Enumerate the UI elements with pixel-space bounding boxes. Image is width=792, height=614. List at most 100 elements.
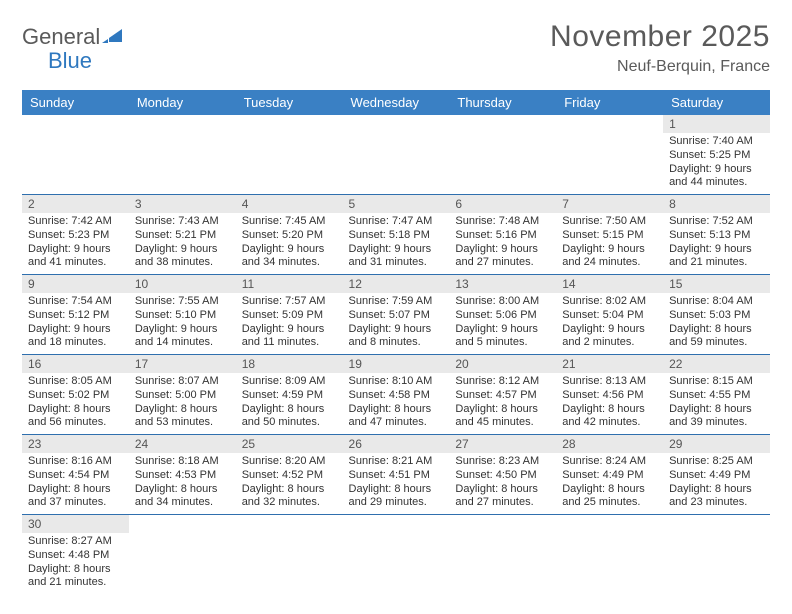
day-detail-line: Sunset: 4:48 PM bbox=[28, 549, 123, 563]
day-number: 14 bbox=[556, 275, 663, 293]
calendar-cell: 1Sunrise: 7:40 AMSunset: 5:25 PMDaylight… bbox=[663, 115, 770, 195]
day-number: 28 bbox=[556, 435, 663, 453]
day-detail-line: Daylight: 8 hours bbox=[562, 403, 657, 417]
day-detail-line: Sunset: 4:58 PM bbox=[349, 389, 444, 403]
day-detail-line: Sunrise: 8:10 AM bbox=[349, 375, 444, 389]
day-detail-line: and 23 minutes. bbox=[669, 496, 764, 510]
day-details: Sunrise: 7:50 AMSunset: 5:15 PMDaylight:… bbox=[556, 213, 663, 274]
day-detail-line: Sunset: 4:52 PM bbox=[242, 469, 337, 483]
calendar-cell: 22Sunrise: 8:15 AMSunset: 4:55 PMDayligh… bbox=[663, 355, 770, 435]
day-details: Sunrise: 8:25 AMSunset: 4:49 PMDaylight:… bbox=[663, 453, 770, 514]
day-detail-line: and 29 minutes. bbox=[349, 496, 444, 510]
day-detail-line: and 42 minutes. bbox=[562, 416, 657, 430]
day-details: Sunrise: 7:54 AMSunset: 5:12 PMDaylight:… bbox=[22, 293, 129, 354]
day-detail-line: Sunrise: 7:47 AM bbox=[349, 215, 444, 229]
day-detail-line: Sunset: 5:12 PM bbox=[28, 309, 123, 323]
day-detail-line: Sunset: 4:54 PM bbox=[28, 469, 123, 483]
calendar-cell bbox=[556, 515, 663, 595]
weekday-header: Saturday bbox=[663, 90, 770, 115]
day-number: 7 bbox=[556, 195, 663, 213]
day-detail-line: and 56 minutes. bbox=[28, 416, 123, 430]
calendar-cell: 3Sunrise: 7:43 AMSunset: 5:21 PMDaylight… bbox=[129, 195, 236, 275]
day-detail-line: Sunrise: 7:57 AM bbox=[242, 295, 337, 309]
day-detail-line: Sunset: 4:49 PM bbox=[562, 469, 657, 483]
day-detail-line: Sunset: 5:18 PM bbox=[349, 229, 444, 243]
day-detail-line: Sunrise: 8:13 AM bbox=[562, 375, 657, 389]
calendar-cell: 23Sunrise: 8:16 AMSunset: 4:54 PMDayligh… bbox=[22, 435, 129, 515]
calendar-week-row: 30Sunrise: 8:27 AMSunset: 4:48 PMDayligh… bbox=[22, 515, 770, 595]
day-details: Sunrise: 8:27 AMSunset: 4:48 PMDaylight:… bbox=[22, 533, 129, 594]
day-detail-line: Daylight: 8 hours bbox=[669, 403, 764, 417]
calendar-cell: 9Sunrise: 7:54 AMSunset: 5:12 PMDaylight… bbox=[22, 275, 129, 355]
day-detail-line: Daylight: 8 hours bbox=[349, 483, 444, 497]
day-detail-line: and 31 minutes. bbox=[349, 256, 444, 270]
day-detail-line: Sunset: 5:00 PM bbox=[135, 389, 230, 403]
calendar-cell: 26Sunrise: 8:21 AMSunset: 4:51 PMDayligh… bbox=[343, 435, 450, 515]
day-detail-line: Sunrise: 8:07 AM bbox=[135, 375, 230, 389]
day-number: 13 bbox=[449, 275, 556, 293]
calendar-cell bbox=[129, 115, 236, 195]
day-detail-line: Daylight: 8 hours bbox=[135, 403, 230, 417]
calendar-cell bbox=[236, 515, 343, 595]
day-number: 12 bbox=[343, 275, 450, 293]
day-number: 9 bbox=[22, 275, 129, 293]
day-detail-line: Daylight: 9 hours bbox=[562, 323, 657, 337]
day-detail-line: and 50 minutes. bbox=[242, 416, 337, 430]
day-number: 3 bbox=[129, 195, 236, 213]
calendar-week-row: 2Sunrise: 7:42 AMSunset: 5:23 PMDaylight… bbox=[22, 195, 770, 275]
day-detail-line: and 5 minutes. bbox=[455, 336, 550, 350]
day-number: 24 bbox=[129, 435, 236, 453]
weekday-header: Friday bbox=[556, 90, 663, 115]
day-number: 10 bbox=[129, 275, 236, 293]
day-detail-line: Sunset: 5:20 PM bbox=[242, 229, 337, 243]
day-detail-line: Sunset: 4:55 PM bbox=[669, 389, 764, 403]
day-detail-line: and 53 minutes. bbox=[135, 416, 230, 430]
day-details: Sunrise: 8:05 AMSunset: 5:02 PMDaylight:… bbox=[22, 373, 129, 434]
day-detail-line: and 39 minutes. bbox=[669, 416, 764, 430]
day-detail-line: Sunrise: 8:24 AM bbox=[562, 455, 657, 469]
day-detail-line: Sunset: 5:03 PM bbox=[669, 309, 764, 323]
day-number: 19 bbox=[343, 355, 450, 373]
month-title: November 2025 bbox=[550, 20, 770, 54]
day-detail-line: and 37 minutes. bbox=[28, 496, 123, 510]
calendar-cell bbox=[449, 515, 556, 595]
day-details: Sunrise: 8:13 AMSunset: 4:56 PMDaylight:… bbox=[556, 373, 663, 434]
day-number: 15 bbox=[663, 275, 770, 293]
day-detail-line: Sunrise: 8:00 AM bbox=[455, 295, 550, 309]
calendar-cell bbox=[449, 115, 556, 195]
calendar-cell bbox=[129, 515, 236, 595]
logo-blue-row: Blue bbox=[48, 48, 92, 74]
day-detail-line: Daylight: 9 hours bbox=[135, 323, 230, 337]
day-detail-line: Daylight: 9 hours bbox=[135, 243, 230, 257]
calendar-cell: 4Sunrise: 7:45 AMSunset: 5:20 PMDaylight… bbox=[236, 195, 343, 275]
day-details: Sunrise: 8:12 AMSunset: 4:57 PMDaylight:… bbox=[449, 373, 556, 434]
day-number: 11 bbox=[236, 275, 343, 293]
day-detail-line: and 47 minutes. bbox=[349, 416, 444, 430]
calendar-cell: 25Sunrise: 8:20 AMSunset: 4:52 PMDayligh… bbox=[236, 435, 343, 515]
day-detail-line: Sunrise: 7:55 AM bbox=[135, 295, 230, 309]
calendar-cell: 24Sunrise: 8:18 AMSunset: 4:53 PMDayligh… bbox=[129, 435, 236, 515]
day-detail-line: and 11 minutes. bbox=[242, 336, 337, 350]
day-detail-line: Sunrise: 8:27 AM bbox=[28, 535, 123, 549]
day-detail-line: Daylight: 9 hours bbox=[28, 243, 123, 257]
day-detail-line: Sunset: 5:09 PM bbox=[242, 309, 337, 323]
day-number: 20 bbox=[449, 355, 556, 373]
calendar-cell: 16Sunrise: 8:05 AMSunset: 5:02 PMDayligh… bbox=[22, 355, 129, 435]
day-detail-line: Daylight: 9 hours bbox=[562, 243, 657, 257]
day-detail-line: Sunrise: 7:48 AM bbox=[455, 215, 550, 229]
day-detail-line: Sunset: 5:25 PM bbox=[669, 149, 764, 163]
logo-text-general: General bbox=[22, 26, 100, 48]
day-details: Sunrise: 8:07 AMSunset: 5:00 PMDaylight:… bbox=[129, 373, 236, 434]
day-number: 2 bbox=[22, 195, 129, 213]
day-detail-line: Daylight: 8 hours bbox=[669, 323, 764, 337]
day-detail-line: Daylight: 8 hours bbox=[455, 483, 550, 497]
day-detail-line: Sunrise: 8:12 AM bbox=[455, 375, 550, 389]
day-detail-line: Sunset: 4:59 PM bbox=[242, 389, 337, 403]
calendar-cell: 27Sunrise: 8:23 AMSunset: 4:50 PMDayligh… bbox=[449, 435, 556, 515]
calendar-cell bbox=[236, 115, 343, 195]
day-detail-line: and 18 minutes. bbox=[28, 336, 123, 350]
calendar-cell: 7Sunrise: 7:50 AMSunset: 5:15 PMDaylight… bbox=[556, 195, 663, 275]
calendar-cell: 14Sunrise: 8:02 AMSunset: 5:04 PMDayligh… bbox=[556, 275, 663, 355]
day-detail-line: Sunset: 5:02 PM bbox=[28, 389, 123, 403]
day-detail-line: Sunset: 5:23 PM bbox=[28, 229, 123, 243]
